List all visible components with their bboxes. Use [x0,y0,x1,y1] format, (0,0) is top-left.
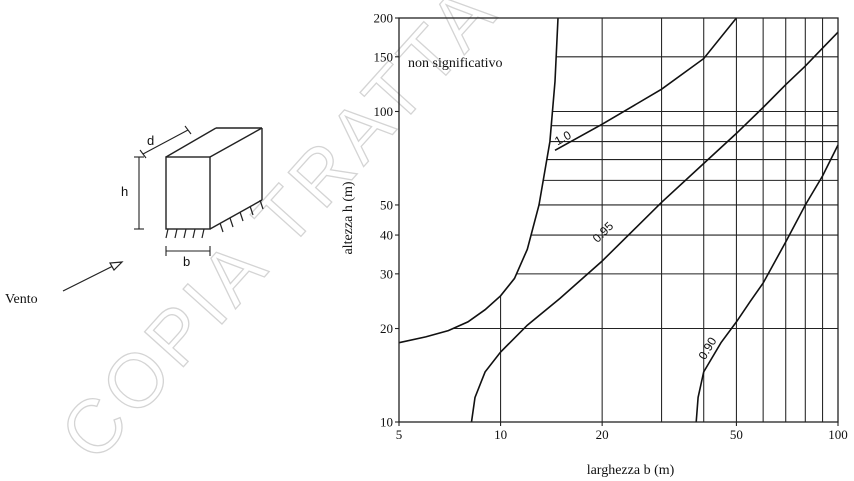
x-tick-label: 5 [396,427,403,442]
curve-annotation: 0.95 [590,219,617,246]
y-tick-label: 200 [374,11,394,26]
dimension-b [165,246,211,256]
series-curve-1 [470,31,839,423]
y-tick-label: 100 [374,104,394,119]
building-top-edge [165,127,217,158]
diagram-labels: d h b Vento [5,133,190,307]
y-tick-label: 50 [380,197,393,212]
label-wind: Vento [5,292,38,307]
x-tick-label: 50 [730,427,743,442]
building-side-edge [209,199,263,230]
series-curve-2 [695,144,839,423]
building-top-edge [209,127,263,158]
label-d: d [147,133,154,148]
y-tick-label: 40 [380,228,393,243]
ground-hatching [165,199,264,239]
building-front-face [165,156,211,230]
building-diagram [62,125,264,292]
x-axis-label: larghezza b (m) [587,463,675,478]
curve-annotations: 1.0 0.95 0.90 [552,128,719,362]
series-layer [398,17,839,423]
x-tick-label: 10 [494,427,507,442]
label-h: h [121,184,128,199]
watermark-text: COPIA TRATTA DA GURITEL [44,0,854,476]
plot-frame [398,17,839,423]
boundary-curve [398,17,559,344]
curve-annotation: 1.0 [552,128,574,148]
x-tick-label: 20 [596,427,609,442]
label-b: b [183,254,190,269]
grid [452,18,838,422]
wind-arrow [62,261,124,292]
watermark: COPIA TRATTA DA GURITEL [44,0,854,477]
y-tick-label: 20 [380,321,393,336]
dimension-h [134,156,144,230]
region-label-non-significativo: non significativo [408,56,503,71]
y-tick-label: 10 [380,415,393,430]
curve-annotation: 0.90 [696,335,720,363]
y-tick-label: 150 [374,49,394,64]
y-axis-label: altezza h (m) [341,181,356,254]
series-curve-0 [554,17,738,152]
x-tick-label: 100 [828,427,848,442]
dimension-d [139,125,192,159]
y-tick-label: 30 [380,266,393,281]
